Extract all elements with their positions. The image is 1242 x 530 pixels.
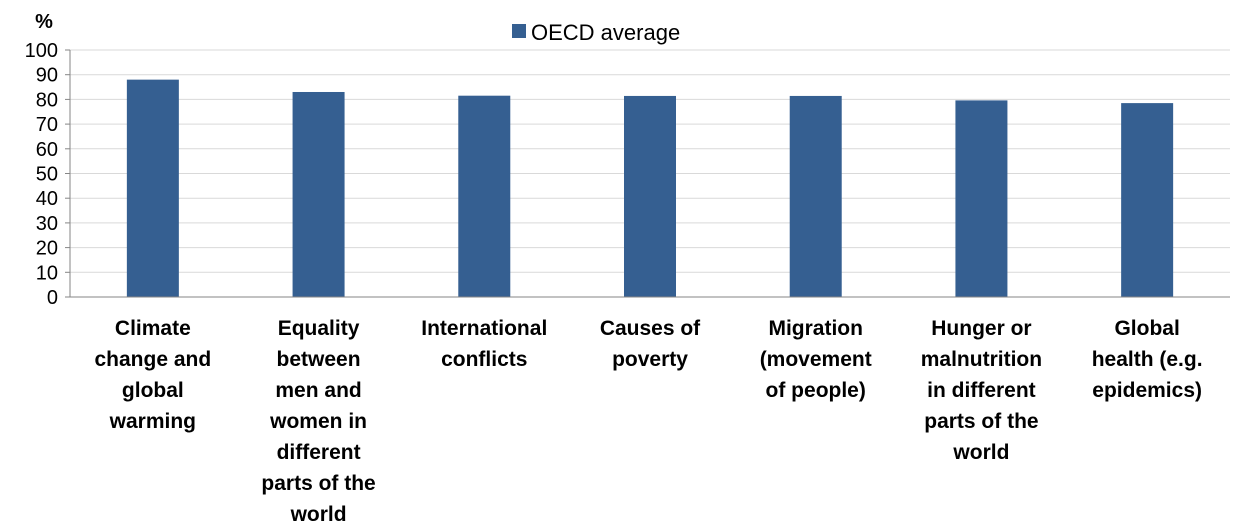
category-label-line: parts of the — [924, 410, 1039, 433]
y-tick-label: 60 — [36, 139, 58, 161]
category-label-line: malnutrition — [920, 348, 1043, 371]
y-axis-label: % — [35, 11, 53, 33]
category-label-line: between — [276, 348, 361, 371]
category-label-line: of people) — [765, 379, 866, 402]
category-label-line: in different — [927, 379, 1036, 402]
category-label: Causes of poverty — [570, 313, 730, 375]
bar — [955, 100, 1008, 297]
category-label-line: conflicts — [441, 348, 528, 371]
category-label-line: Equality — [277, 317, 360, 340]
category-label-line: parts of the — [261, 472, 376, 495]
bar — [458, 95, 511, 297]
category-label: Hunger or malnutrition in different parts o… — [901, 313, 1061, 468]
category-label: Equality between men and women in different p… — [239, 313, 399, 530]
category-label-line: different — [276, 441, 361, 464]
category-label-line: Hunger or — [931, 317, 1032, 340]
bar — [789, 95, 842, 297]
category-label-line: Causes of — [599, 317, 701, 340]
category-label-line: Global — [1114, 317, 1180, 340]
bar — [1121, 103, 1174, 297]
category-label: Migration (movement of people) — [736, 313, 896, 406]
category-label-line: women in — [270, 410, 367, 433]
bar — [624, 95, 676, 297]
category-label-line: health (e.g. — [1091, 348, 1203, 371]
category-label-line: epidemics) — [1092, 379, 1202, 402]
category-label-line: men and — [275, 379, 362, 402]
category-label-line: world — [290, 503, 347, 526]
y-tick-label: 70 — [36, 114, 58, 136]
category-label-line: poverty — [612, 348, 688, 371]
bar — [126, 79, 179, 297]
category-label: Climate change and global warming — [73, 313, 233, 437]
y-tick-label: 100 — [25, 40, 58, 62]
category-label-line: world — [953, 441, 1010, 464]
category-label-line: Migration — [768, 317, 863, 340]
category-label: International conflicts — [404, 313, 564, 375]
category-label-line: Climate — [114, 317, 191, 340]
category-label-line: International — [421, 317, 548, 340]
y-tick-label: 80 — [36, 89, 58, 111]
y-tick-label: 20 — [36, 238, 58, 260]
bar — [292, 91, 345, 298]
category-label-line: change and — [94, 348, 212, 371]
legend: OECD average — [512, 20, 680, 45]
category-label-line: warming — [109, 410, 197, 433]
category-label-line: (movement — [759, 348, 872, 371]
bars — [126, 79, 1174, 298]
legend-label: OECD average — [531, 20, 680, 45]
category-label-line: global — [121, 379, 184, 402]
y-tick-label: 30 — [36, 213, 58, 235]
legend-swatch — [512, 24, 526, 38]
y-tick-label: 90 — [36, 65, 58, 87]
y-tick-label: 40 — [36, 188, 58, 210]
y-tick-label: 10 — [36, 262, 58, 284]
category-label: Global health (e.g. epidemics) — [1067, 313, 1227, 406]
y-tick-label: 50 — [36, 164, 58, 186]
y-tick-label: 0 — [47, 287, 58, 309]
